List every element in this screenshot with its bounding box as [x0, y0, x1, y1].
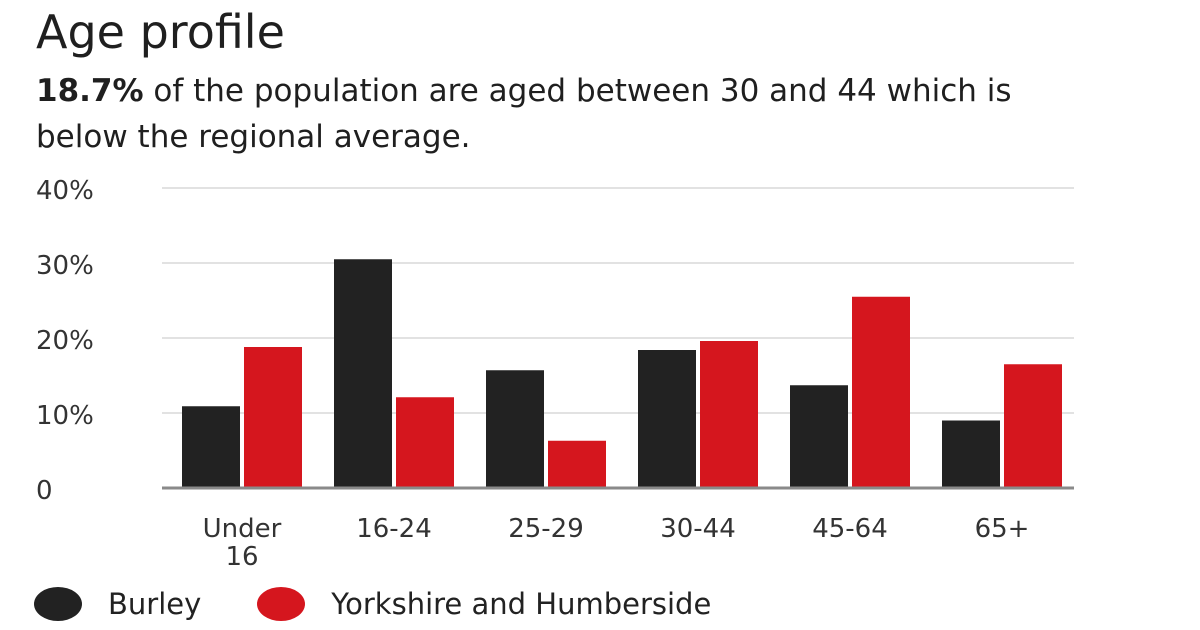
legend-label-yorkshire: Yorkshire and Humberside — [331, 587, 712, 621]
chart-subtitle: 18.7% of the population are aged between… — [36, 68, 1036, 160]
bar — [790, 385, 848, 488]
x-tick-label: 25-29 — [508, 514, 584, 544]
subtitle-text: of the population are aged between 30 an… — [36, 73, 1012, 155]
legend-swatch-yorkshire — [257, 587, 306, 621]
bar — [334, 259, 392, 488]
legend-label-burley: Burley — [108, 587, 202, 621]
x-tick-label: Under — [203, 514, 282, 544]
bar — [486, 370, 544, 488]
subtitle-stat: 18.7% — [36, 73, 144, 109]
y-tick-label: 10% — [36, 401, 94, 431]
y-tick-label: 20% — [36, 326, 94, 356]
bar — [852, 296, 910, 488]
bar — [638, 350, 696, 488]
bar — [1004, 364, 1062, 488]
bar — [396, 397, 454, 488]
x-tick-label: 30-44 — [660, 514, 736, 544]
bar — [700, 341, 758, 488]
legend-swatch-burley — [34, 587, 82, 621]
y-tick-label: 30% — [36, 251, 94, 281]
bar — [942, 420, 1000, 488]
y-tick-label: 40% — [36, 176, 94, 206]
x-tick-label: 16 — [225, 542, 258, 572]
x-tick-label: 45-64 — [812, 514, 888, 544]
legend: Burley Yorkshire and Humberside — [34, 580, 767, 628]
legend-item-yorkshire: Yorkshire and Humberside — [257, 587, 711, 621]
legend-item-burley: Burley — [34, 587, 201, 621]
bar — [548, 440, 606, 488]
x-tick-label: 16-24 — [356, 514, 432, 544]
x-tick-label: 65+ — [975, 514, 1030, 544]
bar — [182, 406, 240, 488]
bar — [244, 347, 302, 488]
y-tick-label: 0 — [36, 476, 53, 506]
chart-title: Age profile — [36, 5, 285, 59]
